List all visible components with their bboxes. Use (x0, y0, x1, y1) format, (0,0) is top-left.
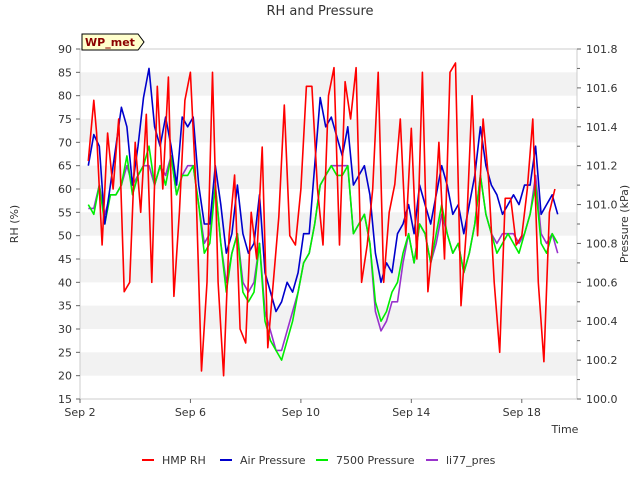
left-tick-label: 35 (58, 300, 72, 313)
left-tick-label: 15 (58, 393, 72, 406)
grid-band (80, 305, 577, 329)
grid-band (80, 212, 577, 236)
left-tick-label: 85 (58, 66, 72, 79)
grid-band (80, 119, 577, 143)
left-axis-label: RH (%) (8, 205, 21, 243)
x-tick-label: Sep 14 (392, 406, 430, 419)
left-tick-label: 45 (58, 253, 72, 266)
left-axis-ticks: 15 20 25 30 35 40 45 50 55 60 65 70 75 80 85 90 (58, 43, 80, 406)
right-tick-label: 101.6 (586, 82, 618, 95)
left-tick-label: 30 (58, 323, 72, 336)
right-tick-label: 100.0 (586, 393, 618, 406)
right-axis-ticks: 100.0 100.2 100.4 100.6 100.8 101.0 101.2 101.4… (577, 43, 618, 406)
right-tick-label: 100.8 (586, 237, 618, 250)
legend-label: 7500 Pressure (336, 454, 415, 467)
x-tick-label: Sep 18 (503, 406, 541, 419)
left-tick-label: 25 (58, 346, 72, 359)
left-tick-label: 60 (58, 183, 72, 196)
right-tick-label: 101.4 (586, 121, 618, 134)
left-tick-label: 55 (58, 206, 72, 219)
grid-band (80, 72, 577, 96)
grid-band (80, 352, 577, 376)
left-tick-label: 70 (58, 136, 72, 149)
right-axis-label: Pressure (kPa) (618, 185, 631, 263)
x-axis-label: Time (551, 423, 579, 436)
x-tick-label: Sep 10 (282, 406, 320, 419)
left-tick-label: 20 (58, 370, 72, 383)
badge-shape (81, 33, 145, 51)
right-tick-label: 101.0 (586, 199, 618, 212)
legend-label: li77_pres (446, 454, 496, 467)
badge-label: WP_met (85, 36, 135, 49)
x-tick-label: Sep 6 (175, 406, 206, 419)
x-tick-label: Sep 2 (64, 406, 95, 419)
station-badge: WP_met (81, 33, 145, 51)
right-tick-label: 101.2 (586, 160, 618, 173)
right-tick-label: 100.4 (586, 315, 618, 328)
right-tick-label: 100.6 (586, 276, 618, 289)
series-lines (87, 62, 559, 377)
grid-band (80, 259, 577, 283)
left-tick-label: 50 (58, 230, 72, 243)
x-axis-ticks: Sep 2 Sep 6 Sep 10 Sep 14 Sep 18 (64, 399, 541, 419)
grid-band (80, 165, 577, 189)
right-tick-label: 100.2 (586, 354, 618, 367)
left-tick-label: 75 (58, 113, 72, 126)
left-tick-label: 90 (58, 43, 72, 56)
chart-title: RH and Pressure (266, 4, 373, 19)
series-line-hmp-rh (87, 62, 556, 377)
left-tick-label: 65 (58, 160, 72, 173)
legend-label: Air Pressure (240, 454, 306, 467)
left-tick-label: 40 (58, 276, 72, 289)
legend-label: HMP RH (162, 454, 206, 467)
right-tick-label: 101.8 (586, 43, 618, 56)
grid-bands (80, 72, 577, 376)
left-tick-label: 80 (58, 90, 72, 103)
legend: HMP RH Air Pressure 7500 Pressure li77_pres (142, 454, 496, 467)
